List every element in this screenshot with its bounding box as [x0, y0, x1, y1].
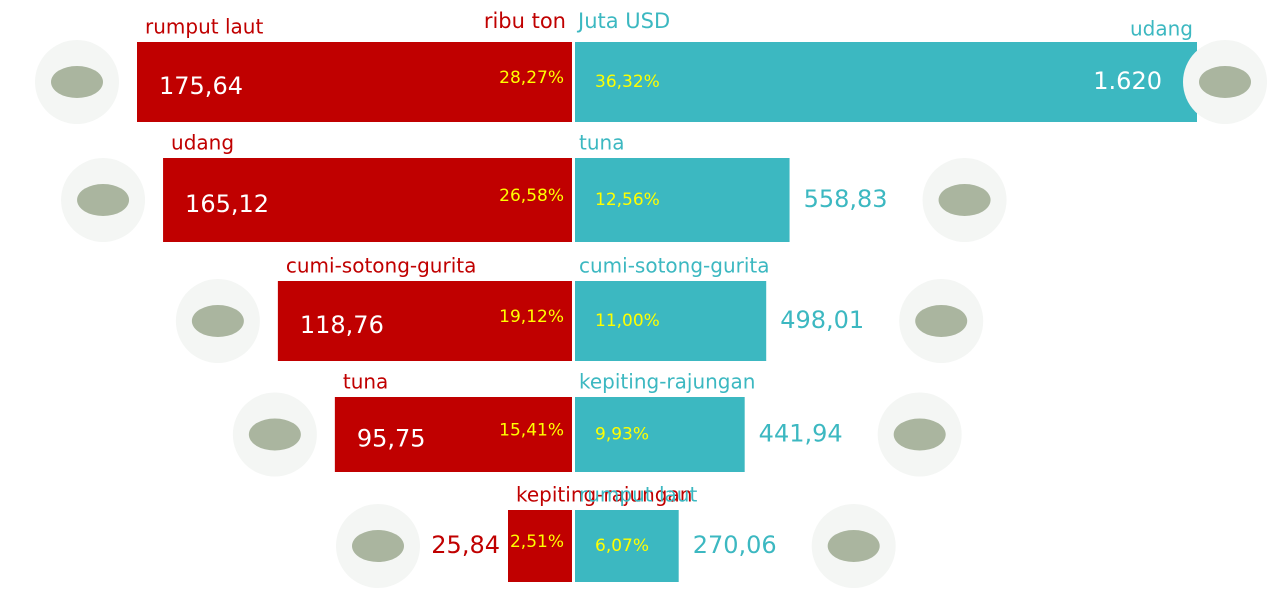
right-category: udang [1130, 17, 1193, 41]
left-value-label: 175,64 [159, 72, 243, 100]
left-value-label: 95,75 [357, 425, 426, 453]
icon [915, 305, 967, 337]
left-category: cumi-sotong-gurita [286, 254, 477, 278]
right-share-label: 6,07% [595, 536, 649, 556]
right-value-label: 270,06 [693, 531, 777, 559]
right-category: kepiting-rajungan [579, 370, 755, 394]
icon [77, 184, 129, 216]
icon [939, 184, 991, 216]
left-share-label: 28,27% [499, 68, 564, 88]
right-category: cumi-sotong-gurita [579, 254, 770, 278]
left-category: rumput laut [145, 15, 263, 39]
right-value-label: 441,94 [759, 420, 843, 448]
icon [249, 419, 301, 451]
right-value-label: 498,01 [780, 306, 864, 334]
icon [51, 66, 103, 98]
left-share-label: 2,51% [510, 532, 564, 552]
chart: ribu ton Juta USD rumput laut 175,64 28,27… [0, 0, 1270, 598]
icon [352, 530, 404, 562]
icon [1199, 66, 1251, 98]
left-share-label: 15,41% [499, 421, 564, 441]
right-share-label: 11,00% [595, 311, 660, 331]
right-share-label: 12,56% [595, 190, 660, 210]
left-category: udang [171, 131, 234, 155]
right-share-label: 36,32% [595, 72, 660, 92]
right-value-label: 558,83 [804, 185, 888, 213]
right-category: tuna [579, 131, 624, 155]
left-category: tuna [343, 370, 388, 394]
right-category: rumput laut [579, 483, 697, 507]
left-share-label: 26,58% [499, 186, 564, 206]
left-value-label: 165,12 [185, 190, 269, 218]
icon [192, 305, 244, 337]
right-unit: Juta USD [576, 9, 670, 33]
left-unit: ribu ton [484, 9, 566, 33]
right-value-label: 1.620 [1093, 67, 1162, 95]
icon [828, 530, 880, 562]
left-share-label: 19,12% [499, 307, 564, 327]
right-share-label: 9,93% [595, 425, 649, 445]
icon [894, 419, 946, 451]
left-value-label: 118,76 [300, 311, 384, 339]
left-value-label: 25,84 [431, 531, 500, 559]
